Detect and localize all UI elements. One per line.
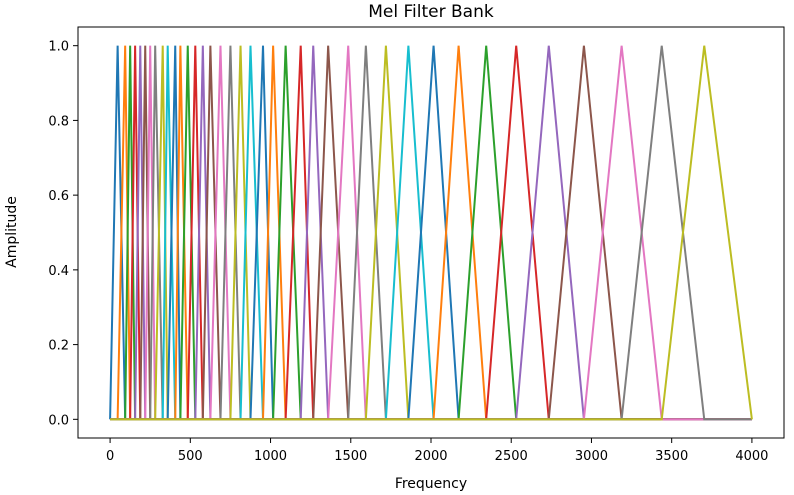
x-tick-label: 4000 — [735, 449, 768, 464]
y-tick-label: 0.4 — [48, 264, 69, 279]
x-tick-label: 2000 — [414, 449, 447, 464]
x-tick-label: 1500 — [334, 449, 367, 464]
x-axis-label: Frequency — [395, 476, 467, 492]
y-tick-label: 0.0 — [48, 413, 69, 428]
x-tick-label: 3000 — [575, 449, 608, 464]
y-tick-label: 0.8 — [48, 114, 69, 129]
y-axis: 0.0 0.2 0.4 0.6 0.8 1.0 — [48, 40, 78, 428]
x-tick-label: 3500 — [655, 449, 688, 464]
x-tick-label: 500 — [178, 449, 203, 464]
y-tick-label: 0.2 — [48, 339, 69, 354]
x-tick-label: 0 — [106, 449, 114, 464]
x-tick-label: 1000 — [254, 449, 287, 464]
y-axis-label: Amplitude — [4, 196, 20, 268]
x-tick-label: 2500 — [495, 449, 528, 464]
plot-area — [109, 45, 753, 421]
y-tick-label: 0.6 — [48, 189, 69, 204]
chart-title: Mel Filter Bank — [368, 2, 494, 22]
y-tick-label: 1.0 — [48, 40, 69, 55]
x-axis: 0 500 1000 1500 2000 2500 3000 3500 4000 — [106, 438, 768, 464]
filter-line-39 — [110, 45, 753, 421]
